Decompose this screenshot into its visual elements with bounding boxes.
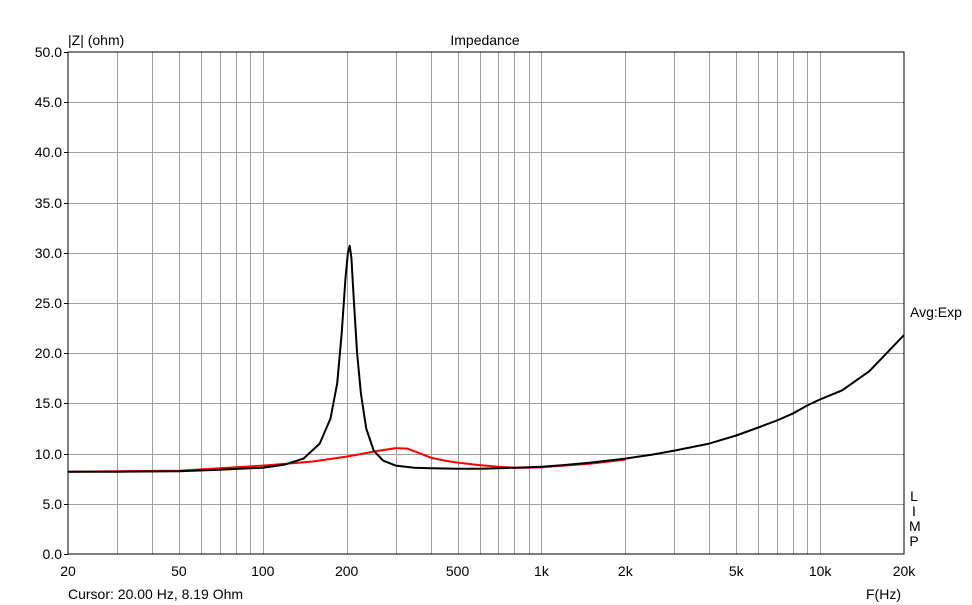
y-tick-label: 40.0 (34, 144, 62, 161)
y-tick-label: 0.0 (42, 546, 62, 562)
y-tick-label: 25.0 (34, 295, 62, 311)
x-tick-label: 200 (334, 563, 359, 579)
y-axis-label: |Z| (ohm) (68, 32, 125, 48)
chart-title: Impedance (450, 32, 520, 48)
x-tick-label: 20k (892, 563, 916, 579)
series-line-2 (67, 244, 905, 473)
ticks (64, 52, 68, 555)
grid (68, 52, 904, 554)
x-tick-label: 2k (617, 563, 633, 579)
x-tick-label: 100 (251, 563, 275, 579)
y-tick-label: 5.0 (42, 495, 62, 512)
limp-letter-p: P (909, 533, 919, 549)
y-tick-label: 20.0 (34, 345, 62, 362)
x-tick-label: 20 (60, 563, 76, 579)
avg-exp-label: Avg:Exp (910, 304, 962, 320)
limp-letter-i: I (912, 503, 916, 519)
cursor-readout: Cursor: 20.00 Hz, 8.19 Ohm (68, 586, 244, 602)
y-tick-label: 30.0 (34, 244, 62, 261)
limp-letter-l: L (910, 488, 918, 504)
x-axis-label: F(Hz) (866, 586, 901, 602)
y-tick-label: 45.0 (34, 94, 62, 111)
limp-letter-m: M (909, 518, 921, 534)
x-tick-label: 1k (534, 563, 549, 579)
y-tick-label: 50.0 (34, 44, 62, 60)
x-tick-label: 500 (445, 563, 470, 579)
curves (67, 244, 905, 473)
y-tick-label: 15.0 (34, 395, 62, 412)
y-tick-label: 10.0 (34, 445, 62, 462)
x-tick-label: 50 (171, 563, 187, 579)
y-tick-label: 35.0 (34, 194, 62, 211)
x-tick-label: 10k (808, 563, 832, 579)
x-tick-label: 5k (728, 563, 744, 579)
